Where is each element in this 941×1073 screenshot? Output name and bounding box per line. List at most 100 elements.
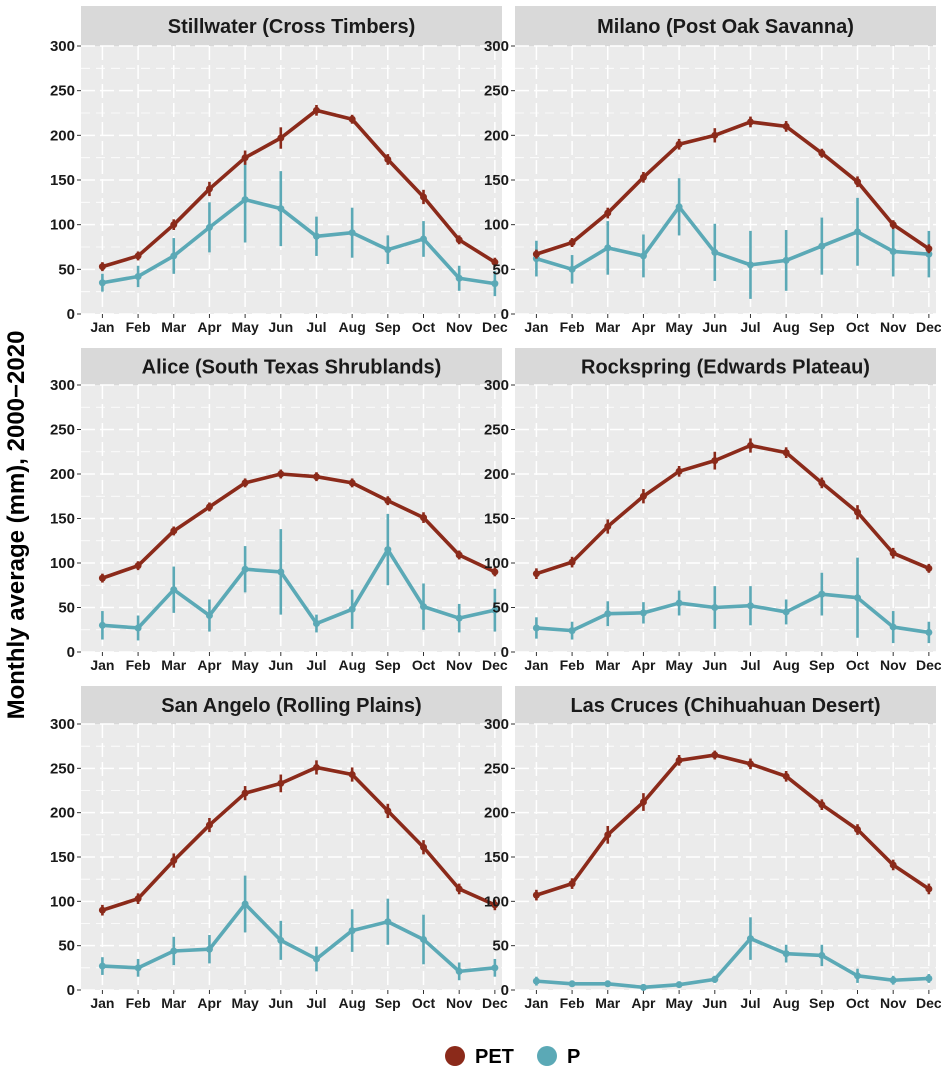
legend-label-p: P bbox=[567, 1046, 580, 1068]
data-point bbox=[277, 568, 285, 576]
x-tick-label: Oct bbox=[846, 657, 870, 673]
data-point bbox=[241, 154, 249, 162]
data-point bbox=[604, 244, 612, 252]
y-tick-label: 150 bbox=[50, 172, 75, 189]
legend-key-p bbox=[537, 1046, 557, 1066]
panel-milano-post-oak-savanna: Milano (Post Oak Savanna) 0 50 100 150 200 250… bbox=[484, 6, 941, 335]
x-tick-label: Oct bbox=[412, 319, 436, 335]
x-tick-label: Sep bbox=[375, 657, 401, 673]
series-p-line bbox=[102, 902, 496, 974]
data-point bbox=[604, 831, 612, 839]
x-tick-label: Oct bbox=[846, 995, 870, 1011]
data-point bbox=[711, 131, 719, 139]
x-tick-label: Mar bbox=[161, 657, 186, 673]
data-point bbox=[711, 457, 719, 465]
data-point bbox=[312, 473, 320, 481]
x-tick-label: Jan bbox=[90, 657, 114, 673]
x-tick-label: Oct bbox=[846, 319, 870, 335]
x-tick-label: Aug bbox=[773, 319, 800, 335]
series-pet-line bbox=[101, 108, 496, 269]
data-point bbox=[639, 983, 647, 991]
data-point bbox=[491, 606, 499, 614]
data-point bbox=[384, 497, 392, 505]
x-tick-label: Dec bbox=[482, 995, 508, 1011]
strip-background bbox=[81, 348, 502, 385]
x-tick-label: Jan bbox=[524, 319, 548, 335]
data-point bbox=[746, 261, 754, 269]
data-point bbox=[241, 789, 249, 797]
x-tick-label: Apr bbox=[197, 657, 222, 673]
y-tick-label: 250 bbox=[50, 83, 75, 100]
data-point bbox=[925, 250, 933, 258]
strip-background bbox=[515, 6, 936, 46]
data-point bbox=[420, 935, 428, 943]
series-p-line bbox=[536, 592, 930, 635]
panel-san-angelo-rolling-plains: San Angelo (Rolling Plains) 0 50 100 150 200 2… bbox=[50, 686, 508, 1011]
y-tick-label: 100 bbox=[50, 555, 75, 572]
data-point bbox=[925, 245, 933, 253]
data-point bbox=[348, 229, 356, 237]
y-tick-label: 50 bbox=[492, 261, 509, 278]
data-point bbox=[98, 906, 106, 914]
x-tick-label: Nov bbox=[446, 319, 473, 335]
x-tick-label: Aug bbox=[339, 657, 366, 673]
x-tick-label: Jul bbox=[740, 657, 760, 673]
series-p-line bbox=[102, 197, 496, 286]
data-point bbox=[711, 975, 719, 983]
data-point bbox=[675, 140, 683, 148]
data-point bbox=[532, 977, 540, 985]
x-tick-label: May bbox=[666, 319, 693, 335]
series-p-line bbox=[536, 936, 929, 990]
data-point bbox=[818, 590, 826, 598]
series-p bbox=[98, 875, 499, 981]
x-tick-label: Jul bbox=[306, 319, 326, 335]
strip-title: San Angelo (Rolling Plains) bbox=[161, 695, 421, 717]
data-point bbox=[854, 228, 862, 236]
data-point bbox=[384, 807, 392, 815]
data-point bbox=[420, 193, 428, 201]
x-tick-label: Sep bbox=[809, 995, 835, 1011]
y-tick-label: 0 bbox=[501, 982, 509, 999]
x-tick-label: May bbox=[232, 995, 259, 1011]
x-tick-label: Apr bbox=[197, 995, 222, 1011]
strip-title: Las Cruces (Chihuahuan Desert) bbox=[570, 695, 880, 717]
data-point bbox=[532, 570, 540, 578]
y-tick-label: 250 bbox=[484, 760, 509, 777]
data-point bbox=[491, 258, 499, 266]
series-pet bbox=[532, 116, 933, 259]
legend-label-pet: PET bbox=[475, 1046, 514, 1068]
x-tick-label: Nov bbox=[880, 995, 907, 1011]
data-point bbox=[675, 756, 683, 764]
data-point bbox=[348, 771, 356, 779]
y-tick-label: 300 bbox=[50, 716, 75, 733]
data-point bbox=[889, 247, 897, 255]
data-point bbox=[98, 621, 106, 629]
y-tick-label: 250 bbox=[50, 422, 75, 439]
x-tick-label: Dec bbox=[916, 995, 941, 1011]
data-point bbox=[889, 861, 897, 869]
y-tick-label: 150 bbox=[484, 849, 509, 866]
data-point bbox=[455, 274, 463, 282]
x-tick-label: Jul bbox=[740, 995, 760, 1011]
data-point bbox=[134, 562, 142, 570]
y-tick-label: 200 bbox=[50, 805, 75, 822]
data-point bbox=[568, 558, 576, 566]
data-point bbox=[420, 603, 428, 611]
data-point bbox=[205, 185, 213, 193]
data-point bbox=[782, 122, 790, 130]
y-tick-label: 100 bbox=[484, 555, 509, 572]
y-tick-label: 100 bbox=[50, 217, 75, 234]
series-p-line bbox=[102, 547, 496, 630]
data-point bbox=[925, 974, 933, 982]
data-point bbox=[782, 950, 790, 958]
x-tick-label: Jun bbox=[268, 657, 293, 673]
y-tick-label: 150 bbox=[484, 172, 509, 189]
series-p-line bbox=[535, 205, 929, 272]
data-point bbox=[312, 232, 320, 240]
y-tick-label: 200 bbox=[484, 127, 509, 144]
data-point bbox=[348, 479, 356, 487]
x-tick-label: Aug bbox=[773, 657, 800, 673]
y-tick-label: 200 bbox=[484, 466, 509, 483]
x-tick-label: May bbox=[232, 319, 259, 335]
x-tick-label: Sep bbox=[375, 319, 401, 335]
